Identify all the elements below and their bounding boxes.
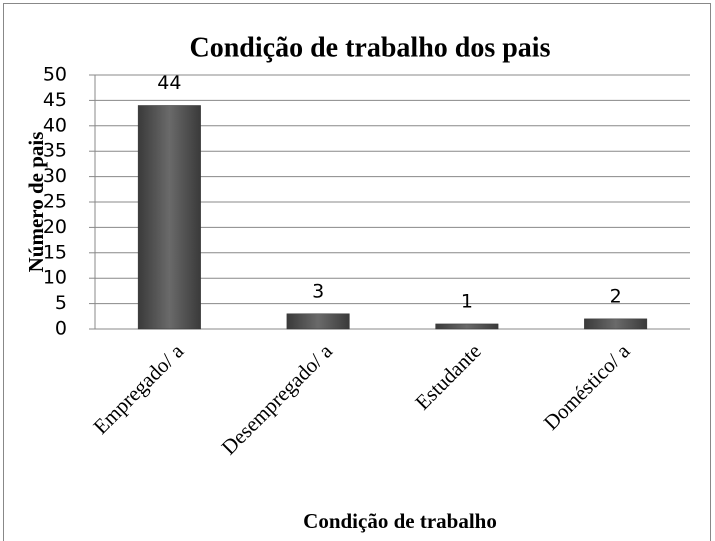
- x-tick-label: Desempregado/ a: [217, 338, 338, 459]
- x-tick-label: Estudante: [410, 339, 486, 415]
- y-tick-label: 15: [43, 241, 67, 263]
- y-tick-label: 35: [43, 140, 67, 162]
- y-tick-label: 45: [43, 89, 67, 111]
- value-label: 3: [312, 280, 324, 302]
- x-tick-label: Doméstico/ a: [539, 338, 635, 434]
- bar: [286, 313, 350, 330]
- x-tick-label: Empregado/ a: [88, 338, 188, 438]
- y-tick-label: 20: [43, 216, 67, 238]
- value-label: 2: [610, 285, 622, 307]
- y-tick-label: 30: [43, 165, 67, 187]
- y-tick-label: 5: [55, 292, 67, 314]
- y-tick-label: 40: [43, 114, 67, 136]
- y-tick-label: 50: [43, 64, 67, 86]
- bar: [584, 318, 648, 330]
- value-label: 1: [461, 290, 473, 312]
- chart-title: Condição de trabalho dos pais: [190, 32, 551, 63]
- x-axis-title: Condição de trabalho: [303, 509, 497, 533]
- bar: [435, 323, 499, 330]
- y-tick-label: 0: [55, 318, 67, 340]
- chart-frame: [3, 3, 711, 541]
- y-tick-label: 10: [43, 267, 67, 289]
- y-axis-title: Número de pais: [24, 132, 48, 273]
- value-label: 44: [157, 72, 181, 94]
- y-tick-label: 25: [43, 191, 67, 213]
- bar: [137, 105, 201, 330]
